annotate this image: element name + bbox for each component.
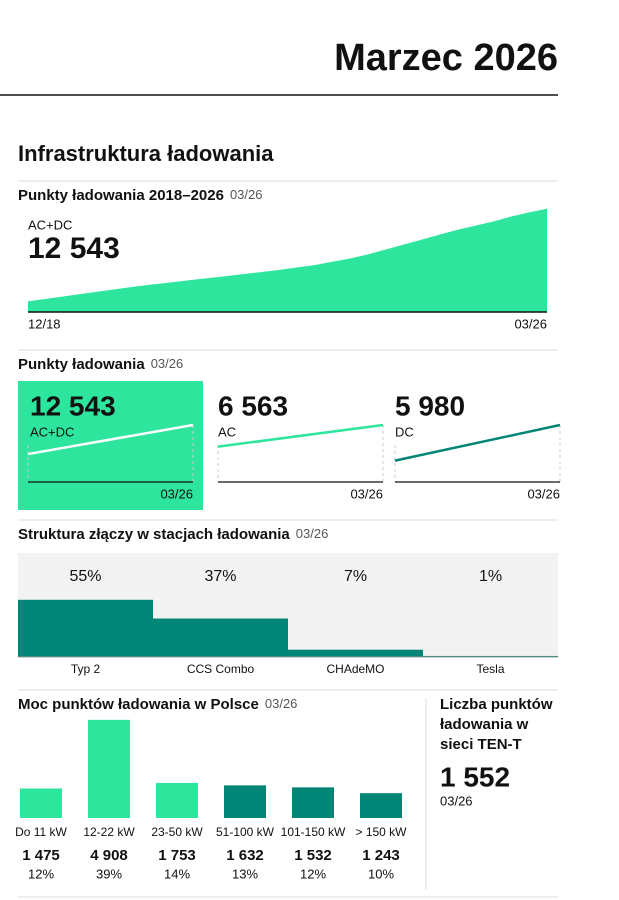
chart-title-text: Punkty ładowania bbox=[18, 356, 145, 373]
share-label: 39% bbox=[96, 866, 122, 881]
page-title: Marzec 2026 bbox=[334, 37, 558, 79]
chart-title: Punkty ładowania 03/26 bbox=[18, 356, 183, 373]
value-label: 1% bbox=[479, 568, 502, 585]
bar bbox=[288, 649, 423, 657]
card-highlight bbox=[18, 381, 203, 510]
value-label: 1 753 bbox=[158, 847, 196, 864]
bar bbox=[88, 719, 130, 818]
chart-date: 03/26 bbox=[230, 187, 263, 202]
chart-title-text: Struktura złączy w stacjach ładowania bbox=[18, 526, 290, 543]
bar bbox=[18, 599, 153, 657]
chart-title: Punkty ładowania 2018–2026 03/26 bbox=[18, 187, 263, 204]
series-line bbox=[394, 423, 561, 462]
chart-date: 03/26 bbox=[151, 356, 184, 371]
x-tick-label: 12/18 bbox=[28, 316, 61, 331]
share-label: 12% bbox=[300, 866, 326, 881]
card-label: AC+DC bbox=[30, 424, 74, 439]
value-label: 1 532 bbox=[294, 847, 332, 864]
area bbox=[28, 208, 547, 312]
ten-t-box: Liczba punktów ładowania w sieci TEN-T bbox=[440, 696, 553, 753]
x-tick-label: Do 11 kW bbox=[15, 825, 67, 839]
chart-title: Struktura złączy w stacjach ładowania 03/… bbox=[18, 526, 328, 543]
chart-title-text: Moc punktów ładowania w Polsce bbox=[18, 696, 259, 713]
ten-t-value: 1 552 bbox=[440, 761, 510, 792]
section-title: Infrastruktura ładowania bbox=[18, 141, 274, 166]
bar bbox=[292, 787, 334, 818]
chart-date: 03/26 bbox=[296, 526, 329, 541]
card-value: 5 980 bbox=[395, 390, 465, 421]
card-label: DC bbox=[395, 424, 414, 439]
chart-title-text: Punkty ładowania 2018–2026 bbox=[18, 187, 224, 204]
x-tick-label: 51-100 kW bbox=[216, 825, 275, 839]
x-tick-label: 03/26 bbox=[514, 316, 547, 331]
bar bbox=[153, 618, 288, 657]
x-tick-label: Typ 2 bbox=[71, 662, 101, 676]
bar bbox=[224, 785, 266, 818]
chart-title: Moc punktów ładowania w Polsce 03/26 bbox=[18, 696, 297, 713]
x-tick-label: Tesla bbox=[476, 662, 504, 676]
card-value: 6 563 bbox=[218, 390, 288, 421]
x-tick-label: 12-22 kW bbox=[83, 825, 135, 839]
share-label: 14% bbox=[164, 866, 190, 881]
card-value: 12 543 bbox=[30, 390, 116, 421]
series-label: AC+DC bbox=[28, 217, 72, 232]
x-tick-label: 101-150 kW bbox=[281, 825, 346, 839]
x-tick-label: > 150 kW bbox=[355, 825, 407, 839]
value-label: 1 475 bbox=[22, 847, 60, 864]
value-label: 55% bbox=[69, 568, 101, 585]
bar bbox=[156, 782, 198, 818]
x-tick-label: 23-50 kW bbox=[151, 825, 203, 839]
value-label: 1 243 bbox=[362, 847, 400, 864]
ten-t-title: Liczba punktów ładowania w sieci TEN-T bbox=[440, 696, 553, 753]
value-label: 7% bbox=[344, 568, 367, 585]
series-line bbox=[27, 423, 194, 456]
card-label: AC bbox=[218, 424, 236, 439]
series-line bbox=[217, 423, 384, 448]
x-tick-label: CHAdeMO bbox=[326, 662, 384, 676]
value-label: 1 632 bbox=[226, 847, 264, 864]
x-tick-label: CCS Combo bbox=[187, 662, 255, 676]
x-tick-label: 03/26 bbox=[160, 486, 193, 501]
share-label: 10% bbox=[368, 866, 394, 881]
bar bbox=[360, 793, 402, 818]
chart-date: 03/26 bbox=[265, 696, 298, 711]
x-tick-label: 03/26 bbox=[350, 486, 383, 501]
bar bbox=[20, 788, 62, 818]
total-label: 12 543 bbox=[28, 232, 120, 265]
value-label: 37% bbox=[204, 568, 236, 585]
bar bbox=[423, 655, 558, 657]
x-tick-label: 03/26 bbox=[527, 486, 560, 501]
share-label: 12% bbox=[28, 866, 54, 881]
ten-t-date: 03/26 bbox=[440, 793, 473, 808]
share-label: 13% bbox=[232, 866, 258, 881]
value-label: 4 908 bbox=[90, 847, 128, 864]
